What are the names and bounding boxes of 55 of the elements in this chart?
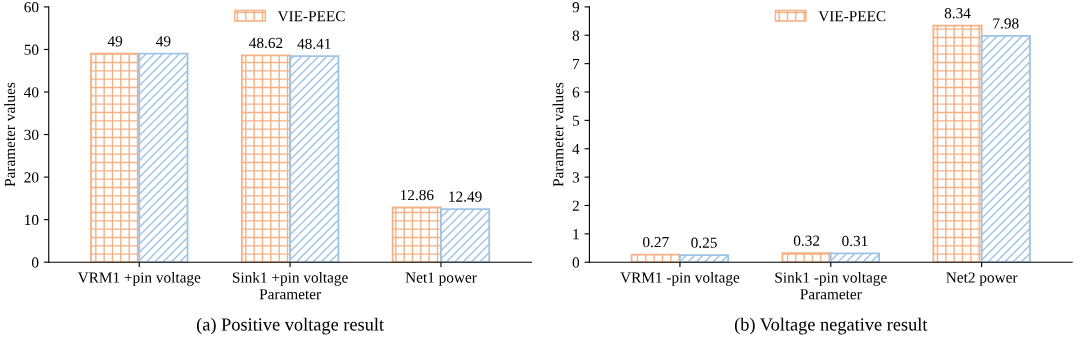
y-tick-label: 40 (24, 87, 39, 98)
data-label: 0.25 (691, 237, 717, 248)
x-axis-title: Parameter (800, 289, 862, 300)
y-tick-label: 3 (572, 172, 580, 183)
data-label: 8.34 (944, 8, 971, 19)
bar (781, 252, 832, 263)
bar (240, 54, 292, 263)
y-tick-label: 0 (572, 257, 580, 268)
legend-label: VIE-PEEC (818, 11, 886, 22)
bar (391, 206, 442, 263)
data-label: 7.98 (993, 18, 1019, 29)
y-tick-label: 0 (31, 257, 39, 268)
y-tick-label: 6 (572, 87, 580, 98)
bar (289, 55, 340, 263)
bar (90, 52, 141, 263)
y-axis-title: Parameter values (552, 82, 564, 187)
bar (630, 253, 681, 263)
legend-label: VIE-PEEC (277, 11, 345, 22)
y-axis-title: Parameter values (4, 82, 16, 187)
x-tick-label: VRM1 +pin voltage (77, 271, 201, 286)
data-label: 0.32 (793, 235, 820, 246)
x-tick-label: VRM1 -pin voltage (620, 271, 740, 286)
data-label: 0.27 (643, 236, 669, 248)
bar (980, 34, 1031, 263)
y-tick-label: 30 (24, 129, 39, 140)
data-label: 49 (107, 36, 123, 47)
y-tick-label: 50 (24, 44, 39, 55)
x-tick-label: Sink1 -pin voltage (775, 271, 887, 286)
bar (679, 254, 730, 263)
bar (932, 24, 983, 263)
y-tick-label: 10 (25, 214, 39, 226)
data-label: 48.62 (249, 37, 283, 49)
data-label: 0.31 (842, 235, 868, 247)
x-tick-label: Net1 power (405, 272, 477, 286)
text: (a) Positive voltage result (196, 317, 384, 335)
data-label: 48.41 (297, 38, 331, 50)
y-tick-label: 5 (572, 115, 580, 126)
y-tick-label: 60 (24, 2, 39, 13)
y-tick-label: 8 (572, 30, 580, 41)
x-axis-title: Parameter (259, 289, 321, 300)
y-tick-label: 7 (573, 58, 580, 69)
data-label: 12.49 (449, 191, 482, 202)
text: (b) Voltage negative result (734, 317, 928, 335)
y-tick-label: 9 (572, 2, 580, 13)
data-label: 12.86 (400, 189, 434, 201)
data-label: 49 (156, 36, 171, 47)
y-tick-label: 1 (573, 229, 579, 240)
y-tick-label: 2 (572, 200, 579, 211)
bar (440, 208, 491, 263)
x-tick-label: Sink1 +pin voltage (232, 271, 348, 286)
y-tick-label: 4 (572, 143, 580, 155)
y-tick-label: 20 (24, 172, 39, 183)
x-tick-label: Net2 power (946, 272, 1018, 286)
bar (138, 52, 189, 263)
bar (829, 252, 880, 263)
